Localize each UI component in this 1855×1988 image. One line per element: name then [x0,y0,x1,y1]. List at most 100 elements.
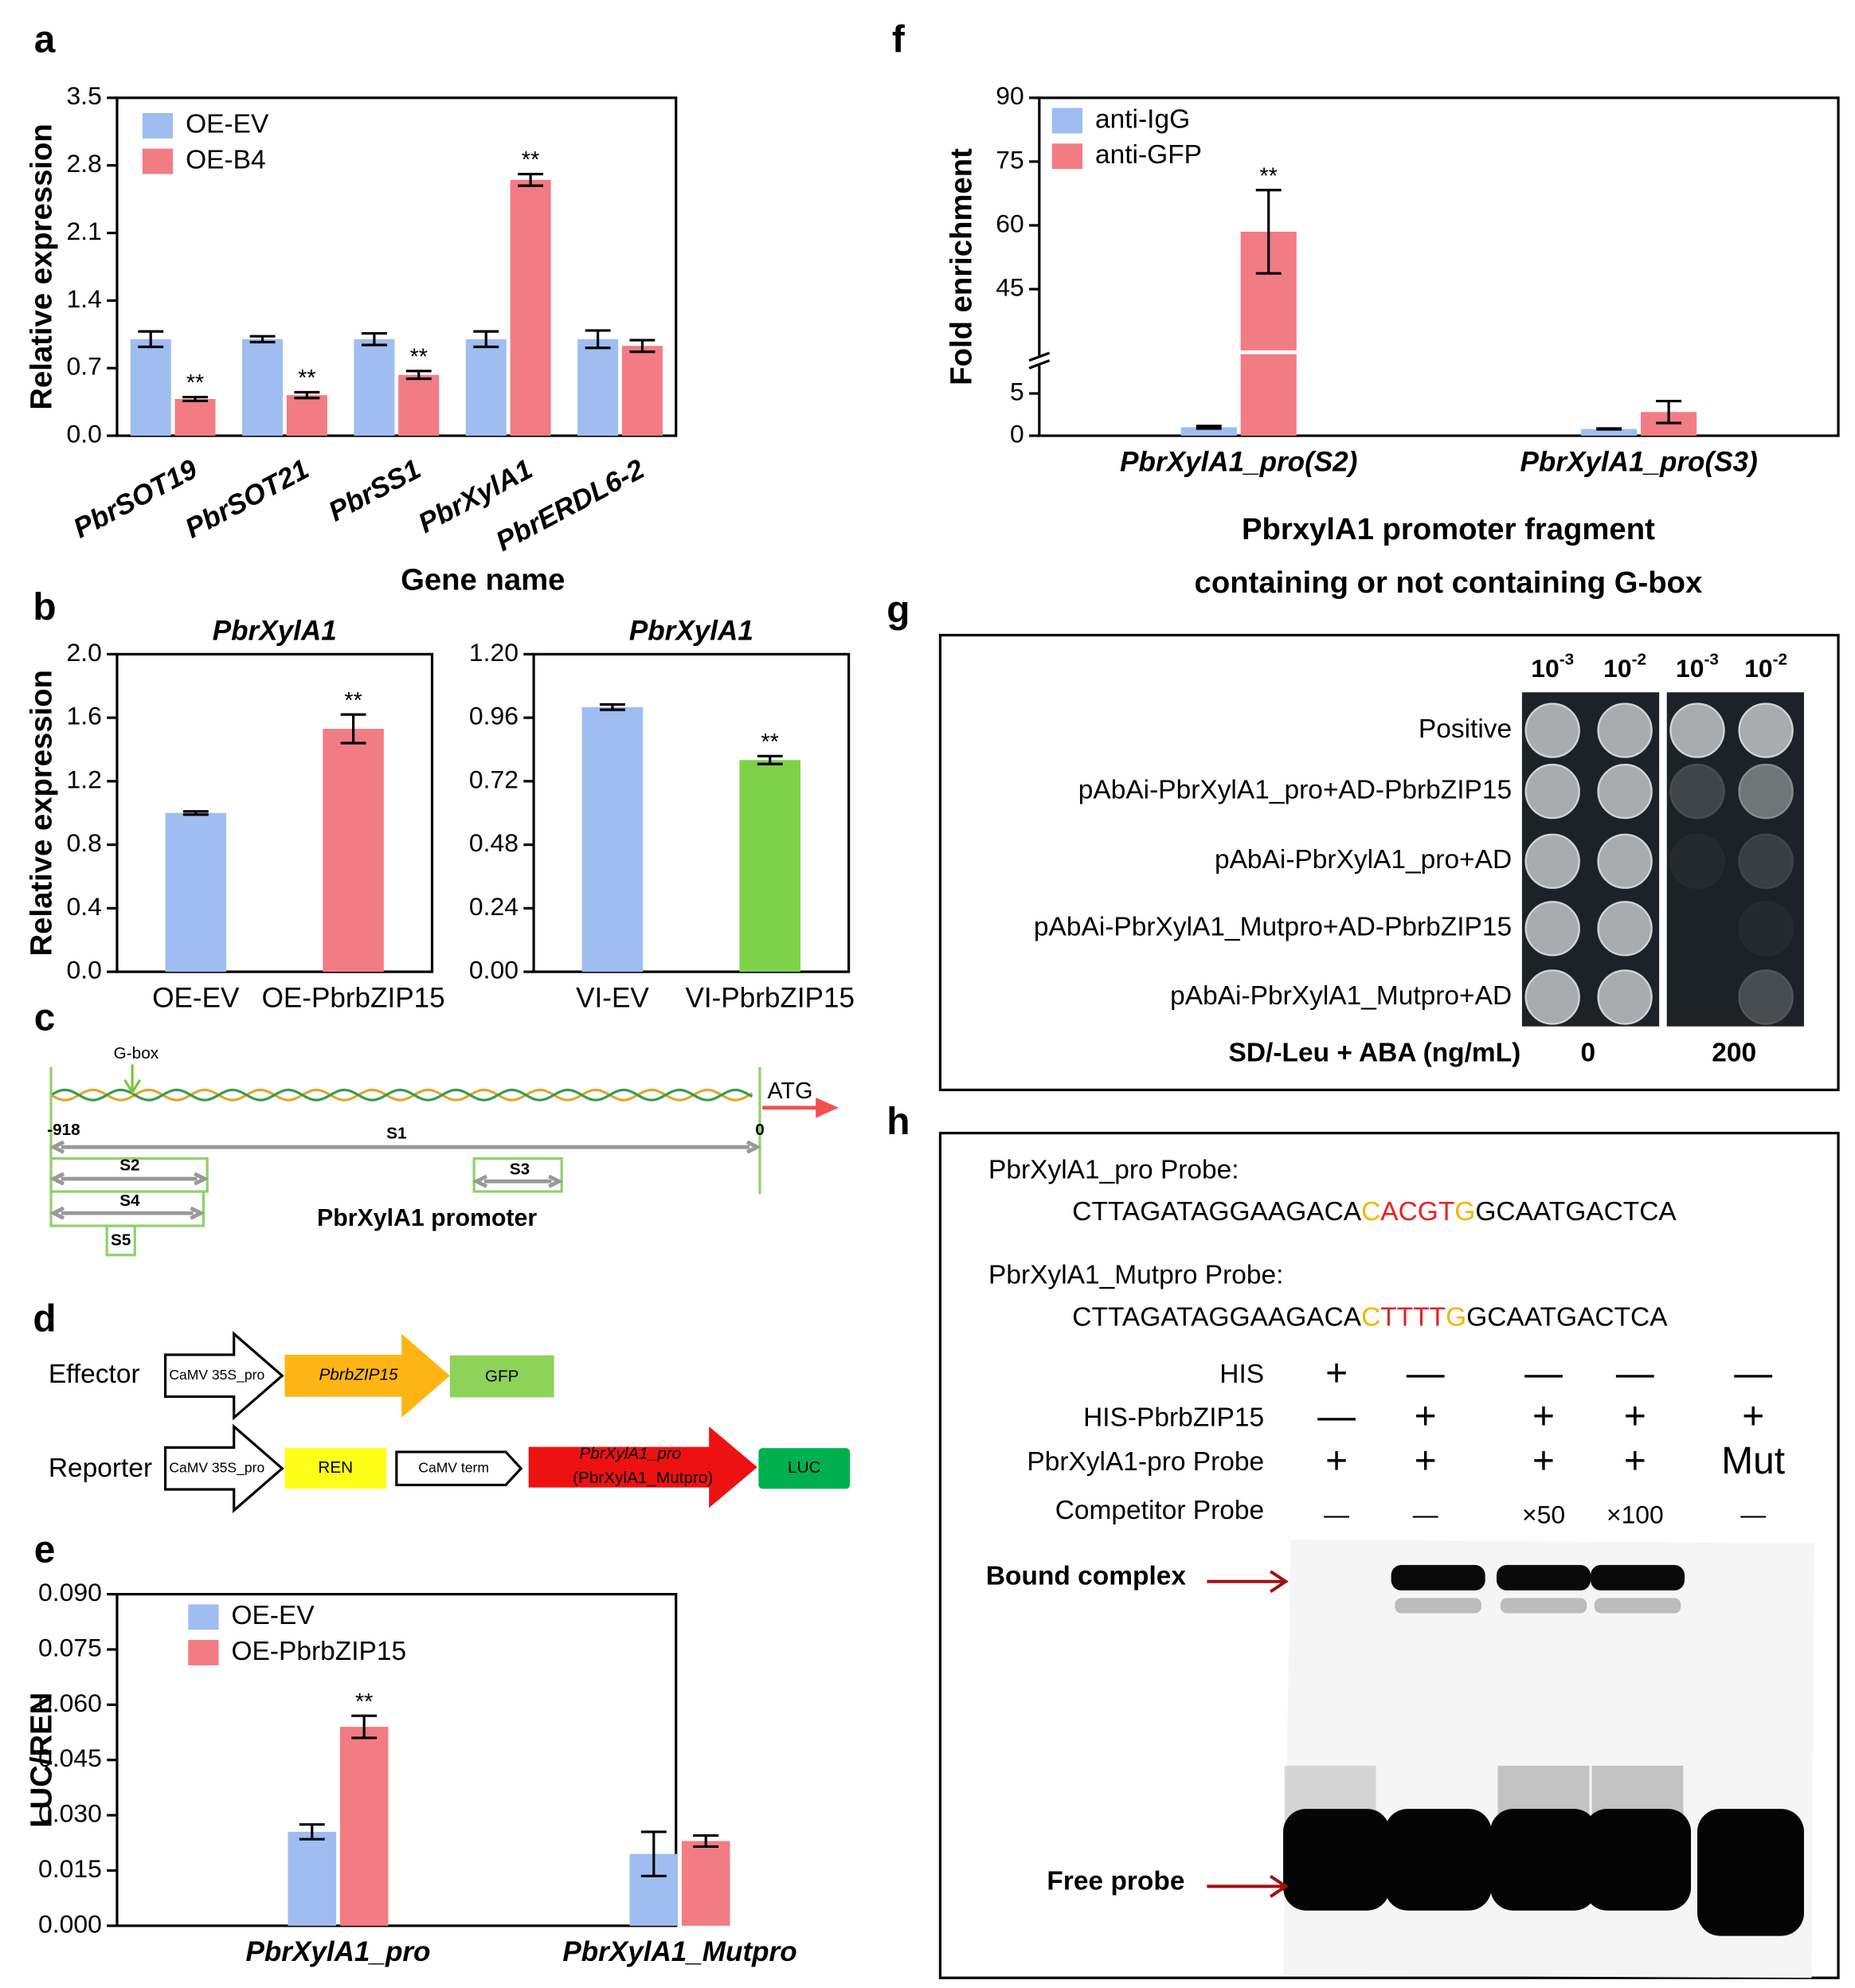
dilution-label: 10-2 [1744,651,1787,683]
sequence-segment: TTTT [1380,1302,1446,1332]
y-tick-label: 0.96 [469,702,519,730]
sequence-segment: CTTAGATAGGAAGACA [1072,1302,1361,1332]
yeast-spot [1597,702,1653,758]
y-tick-label: 0.72 [469,765,519,793]
yeast-spot [1669,763,1725,820]
bar [242,339,284,436]
gel-smear [1594,1598,1681,1614]
fragment-arrow [49,1172,209,1186]
significance-label: ** [355,1689,373,1715]
bound-band [1591,1564,1685,1591]
significance-label: ** [298,366,315,391]
sequence-segment: C [1361,1197,1380,1227]
yeast-spot [1738,763,1794,820]
sequence-segment: CTTAGATAGGAAGACA [1072,1197,1361,1227]
y-tick-label: 90 [996,81,1023,110]
dna-strand [50,1088,753,1102]
x-axis-label: Gene name [401,563,565,597]
probe-sequence: CTTAGATAGGAAGACACTTTTGGCAATGACTCA [1072,1302,1668,1332]
significance-label: ** [1260,163,1278,189]
x-tick-label: PbrXylA1_Mutpro [562,1936,796,1967]
fragment-label: S1 [386,1125,406,1143]
significance-label: ** [344,688,362,714]
fragment-arrow [49,1206,205,1220]
sequence-segment: GCAATGACTCA [1466,1302,1668,1332]
atg-arrow-head [816,1097,839,1118]
construct-part: PbrXylA1_pro [579,1445,681,1463]
legend-swatch [142,148,174,174]
emsa-cell: + [1325,1440,1348,1482]
construct-part: PbrbZIP15 [319,1366,398,1384]
start-label: -918 [47,1121,80,1139]
sequence-segment: ACGT [1380,1197,1454,1227]
panel-label: g [886,589,910,631]
panel-label: b [33,586,56,628]
panel-label: c [34,996,56,1039]
fragment-label: S3 [510,1160,530,1178]
yeast-spot [1669,702,1725,758]
legend-swatch [1051,108,1083,134]
error-bar [182,810,209,816]
y-tick-label: 3.5 [67,81,102,110]
error-bar [585,329,611,350]
sequence-segment: C [1361,1302,1380,1332]
emsa-cell: — [1413,1501,1438,1529]
error-bar [351,1714,378,1739]
y-tick-label: 0.000 [38,1909,102,1938]
yeast-spot [1524,901,1580,957]
x-tick-label: VI-PbrbZIP15 [685,982,855,1013]
yeast-spot [1597,763,1653,820]
y-tick-label: 0.7 [67,352,102,381]
error-bar [249,335,276,344]
end-label: 0 [755,1121,765,1139]
panel-label: d [33,1297,56,1340]
y-tick-label: 0.015 [38,1854,102,1883]
legend-label: OE-PbrbZIP15 [232,1637,407,1666]
dilution-base: 10 [1603,655,1631,683]
legend-label: anti-IgG [1095,104,1190,134]
plot-frame [532,652,851,973]
dilution-exponent: -3 [1560,651,1574,669]
error-bar [294,390,320,400]
y-tick-label: 1.2 [67,765,102,793]
bar [323,729,384,972]
x-tick-label: PbrSOT21 [180,453,314,544]
y-tick-label: 0.24 [469,892,519,921]
construct-label: Reporter [49,1454,152,1483]
emsa-cell: + [1415,1440,1437,1482]
y-tick-label: 2.1 [67,217,102,245]
y-tick-label: 0.0 [67,956,102,984]
y-tick-label: 0.030 [38,1799,102,1828]
y-tick-label: 1.4 [67,284,102,313]
bar [1581,429,1638,436]
bar [288,1831,337,1926]
probe-name: PbrXylA1_Mutpro Probe: [988,1261,1283,1290]
emsa-cell: — [1317,1395,1356,1438]
yeast-spot [1597,833,1653,890]
error-bar [629,339,656,354]
y1h-row-label: Positive [1419,714,1512,744]
emsa-row-label: HIS-PbrbZIP15 [1083,1403,1264,1432]
construct-box [284,1448,387,1489]
dilution-base: 10 [1531,655,1559,683]
y1h-medium: SD/-Leu + ABA (ng/mL) [1229,1039,1521,1068]
axis-break [1028,351,1051,370]
error-bar [340,713,366,745]
emsa-cell: — [1734,1352,1772,1395]
error-bar [405,370,432,381]
x-axis-label: PbrxylA1 promoter fragment [1242,512,1655,546]
legend-label: OE-EV [232,1601,315,1630]
dilution-label: 10-3 [1531,651,1574,683]
error-bar [600,702,625,711]
bar [286,395,327,436]
y-tick-label: 0.48 [469,828,519,857]
emsa-cell: ×50 [1522,1501,1565,1529]
y-axis-label: Fold enrichment [944,148,978,385]
significance-label: ** [410,344,428,370]
emsa-cell: + [1742,1395,1764,1438]
fragment-box [472,1156,563,1193]
y1h-row-label: pAbAi-PbrXylA1_Mutpro+AD-PbrbZIP15 [1034,913,1512,942]
emsa-cell: + [1624,1395,1646,1438]
sequence-segment: G [1454,1197,1475,1227]
